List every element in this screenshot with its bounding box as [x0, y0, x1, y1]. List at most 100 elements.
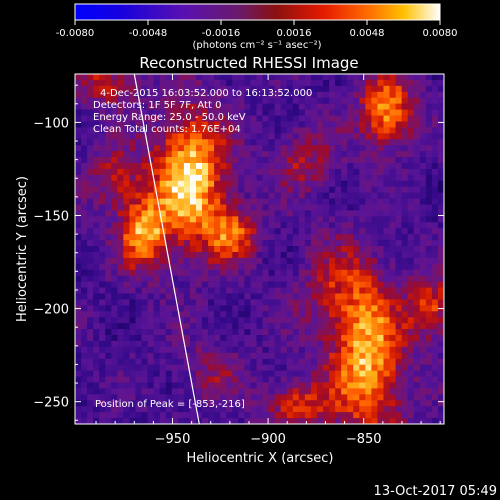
- heatmap-pixel: [250, 323, 257, 330]
- heatmap-pixel: [310, 352, 318, 360]
- heatmap-pixel: [371, 216, 378, 223]
- heatmap-pixel: [395, 305, 402, 312]
- heatmap-pixel: [208, 388, 215, 395]
- heatmap-pixel: [220, 364, 227, 371]
- heatmap-pixel: [111, 376, 118, 383]
- heatmap-pixel: [425, 216, 433, 223]
- heatmap-pixel: [371, 192, 378, 199]
- heatmap-pixel: [347, 121, 354, 128]
- heatmap-pixel: [202, 133, 209, 140]
- heatmap-pixel: [250, 406, 257, 413]
- heatmap-pixel: [183, 228, 191, 235]
- heatmap-pixel: [323, 406, 330, 413]
- heatmap-pixel: [75, 133, 82, 140]
- heatmap-pixel: [389, 382, 396, 389]
- heatmap-pixel: [123, 311, 130, 318]
- heatmap-pixel: [298, 394, 306, 401]
- heatmap-pixel: [177, 127, 185, 134]
- heatmap-pixel: [371, 79, 378, 87]
- heatmap-pixel: [147, 139, 154, 146]
- heatmap-pixel: [347, 388, 354, 395]
- heatmap-pixel: [389, 186, 396, 193]
- heatmap-pixel: [226, 323, 233, 330]
- heatmap-pixel: [347, 412, 354, 419]
- heatmap-pixel: [383, 186, 390, 193]
- heatmap-pixel: [99, 186, 106, 193]
- heatmap-pixel: [202, 192, 209, 199]
- heatmap-pixel: [292, 79, 300, 87]
- heatmap-pixel: [413, 139, 421, 146]
- heatmap-pixel: [292, 198, 300, 205]
- heatmap-pixel: [419, 370, 427, 377]
- heatmap-pixel: [329, 139, 336, 146]
- heatmap-pixel: [262, 109, 269, 116]
- heatmap-pixel: [389, 204, 396, 211]
- heatmap-pixel: [189, 157, 197, 164]
- heatmap-pixel: [431, 133, 439, 140]
- heatmap-pixel: [189, 299, 197, 306]
- heatmap-pixel: [232, 139, 239, 146]
- heatmap-pixel: [177, 85, 185, 93]
- heatmap-pixel: [365, 311, 372, 318]
- heatmap-pixel: [93, 198, 100, 205]
- heatmap-pixel: [177, 311, 185, 318]
- heatmap-pixel: [208, 186, 215, 193]
- heatmap-pixel: [238, 281, 245, 288]
- heatmap-pixel: [274, 317, 281, 324]
- heatmap-pixel: [395, 228, 402, 235]
- heatmap-pixel: [183, 109, 191, 116]
- heatmap-pixel: [329, 269, 336, 276]
- heatmap-pixel: [419, 157, 427, 164]
- heatmap-pixel: [292, 133, 300, 140]
- heatmap-pixel: [141, 168, 148, 176]
- heatmap-pixel: [395, 139, 402, 146]
- heatmap-pixel: [256, 400, 263, 407]
- heatmap-pixel: [99, 174, 106, 182]
- heatmap-pixel: [425, 151, 433, 158]
- heatmap-pixel: [268, 275, 275, 282]
- heatmap-pixel: [93, 358, 100, 365]
- heatmap-pixel: [335, 97, 342, 104]
- heatmap-pixel: [208, 216, 215, 223]
- heatmap-pixel: [304, 412, 312, 419]
- heatmap-pixel: [280, 204, 288, 211]
- heatmap-pixel: [117, 376, 124, 383]
- heatmap-pixel: [262, 222, 269, 229]
- heatmap-pixel: [105, 157, 112, 164]
- heatmap-pixel: [353, 234, 360, 241]
- heatmap-pixel: [286, 91, 294, 99]
- heatmap-pixel: [353, 222, 360, 229]
- heatmap-pixel: [256, 198, 263, 205]
- heatmap-pixel: [274, 186, 281, 193]
- heatmap-pixel: [371, 204, 378, 211]
- heatmap-pixel: [195, 251, 203, 259]
- heatmap-pixel: [274, 358, 281, 365]
- heatmap-pixel: [232, 370, 239, 377]
- heatmap-pixel: [310, 174, 318, 182]
- heatmap-pixel: [232, 394, 239, 401]
- heatmap-pixel: [195, 186, 203, 193]
- heatmap-pixel: [159, 174, 167, 182]
- heatmap-pixel: [298, 198, 306, 205]
- heatmap-pixel: [304, 246, 312, 253]
- heatmap-pixel: [141, 109, 148, 116]
- heatmap-pixel: [171, 157, 179, 164]
- heatmap-pixel: [117, 323, 124, 330]
- heatmap-pixel: [316, 317, 324, 324]
- heatmap-pixel: [413, 121, 421, 128]
- heatmap-pixel: [208, 340, 215, 348]
- heatmap-pixel: [129, 216, 136, 223]
- heatmap-pixel: [81, 346, 88, 354]
- heatmap-pixel: [431, 293, 439, 300]
- heatmap-pixel: [202, 299, 209, 306]
- heatmap-pixel: [220, 388, 227, 395]
- heatmap-pixel: [99, 317, 106, 324]
- heatmap-pixel: [268, 412, 275, 419]
- heatmap-pixel: [165, 85, 173, 93]
- heatmap-pixel: [292, 240, 300, 247]
- heatmap-pixel: [129, 323, 136, 330]
- heatmap-pixel: [310, 162, 318, 170]
- heatmap-pixel: [341, 275, 348, 282]
- heatmap-pixel: [159, 109, 167, 116]
- heatmap-pixel: [347, 364, 354, 371]
